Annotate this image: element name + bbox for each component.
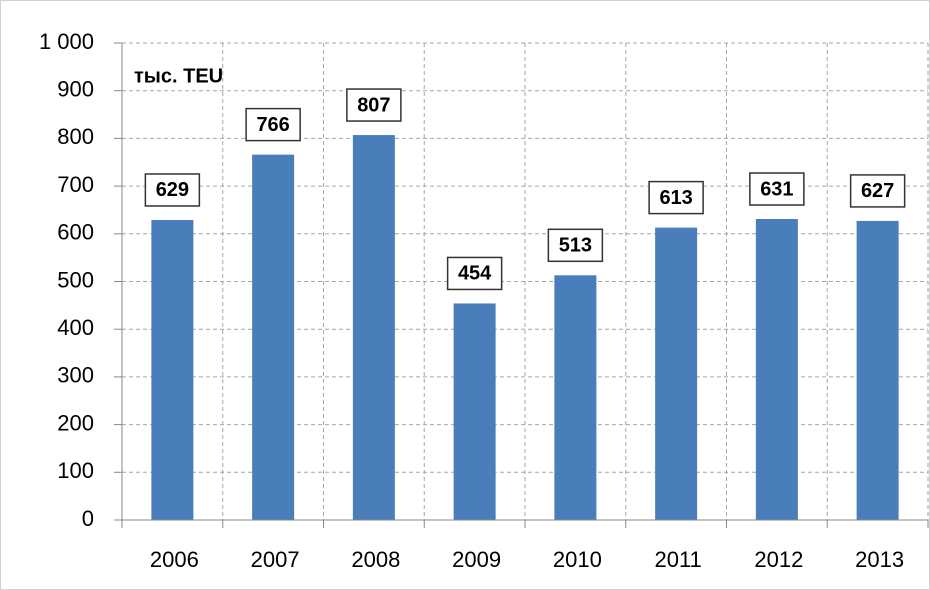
x-tick-label: 2009 xyxy=(452,547,501,572)
y-tick-label: 300 xyxy=(57,363,94,388)
y-tick-label: 900 xyxy=(57,77,94,102)
x-tick-label: 2006 xyxy=(150,547,199,572)
value-label: 807 xyxy=(357,94,390,116)
value-label: 631 xyxy=(760,178,793,200)
x-tick-label: 2012 xyxy=(754,547,803,572)
value-label-box xyxy=(749,172,805,206)
bar xyxy=(151,219,194,521)
bar xyxy=(856,220,899,520)
y-tick-label: 0 xyxy=(82,506,94,531)
x-tick-label: 2007 xyxy=(251,547,300,572)
value-label: 629 xyxy=(156,179,189,201)
value-label: 454 xyxy=(458,263,492,285)
value-label-box xyxy=(346,88,402,122)
value-label: 613 xyxy=(659,187,692,209)
x-tick-label: 2011 xyxy=(654,547,701,572)
value-label-box xyxy=(446,256,503,291)
value-label: 513 xyxy=(559,235,592,257)
y-tick-label: 700 xyxy=(57,172,94,197)
bar xyxy=(755,219,798,520)
y-tick-label: 500 xyxy=(57,267,94,292)
y-axis-label: тыс. TEU xyxy=(134,65,223,87)
y-tick-label: 1 000 xyxy=(39,29,94,54)
y-tick-label: 200 xyxy=(57,410,94,435)
y-tick-label: 800 xyxy=(57,124,94,149)
bar xyxy=(655,227,698,520)
bar xyxy=(252,154,295,521)
value-label-box xyxy=(648,180,704,215)
value-label-box xyxy=(245,107,301,142)
value-label: 627 xyxy=(861,180,894,202)
bar xyxy=(554,275,597,520)
value-label: 766 xyxy=(256,114,289,136)
y-tick-label: 400 xyxy=(57,315,94,340)
bar xyxy=(352,135,395,520)
value-label-box xyxy=(144,173,201,207)
value-label-box xyxy=(849,174,906,208)
bar xyxy=(453,303,496,520)
x-tick-label: 2008 xyxy=(351,547,400,572)
y-tick-label: 100 xyxy=(57,458,94,483)
x-tick-label: 2013 xyxy=(855,547,904,572)
x-tick-label: 2010 xyxy=(553,547,602,572)
y-tick-label: 600 xyxy=(57,220,94,245)
value-label-box xyxy=(547,228,604,263)
